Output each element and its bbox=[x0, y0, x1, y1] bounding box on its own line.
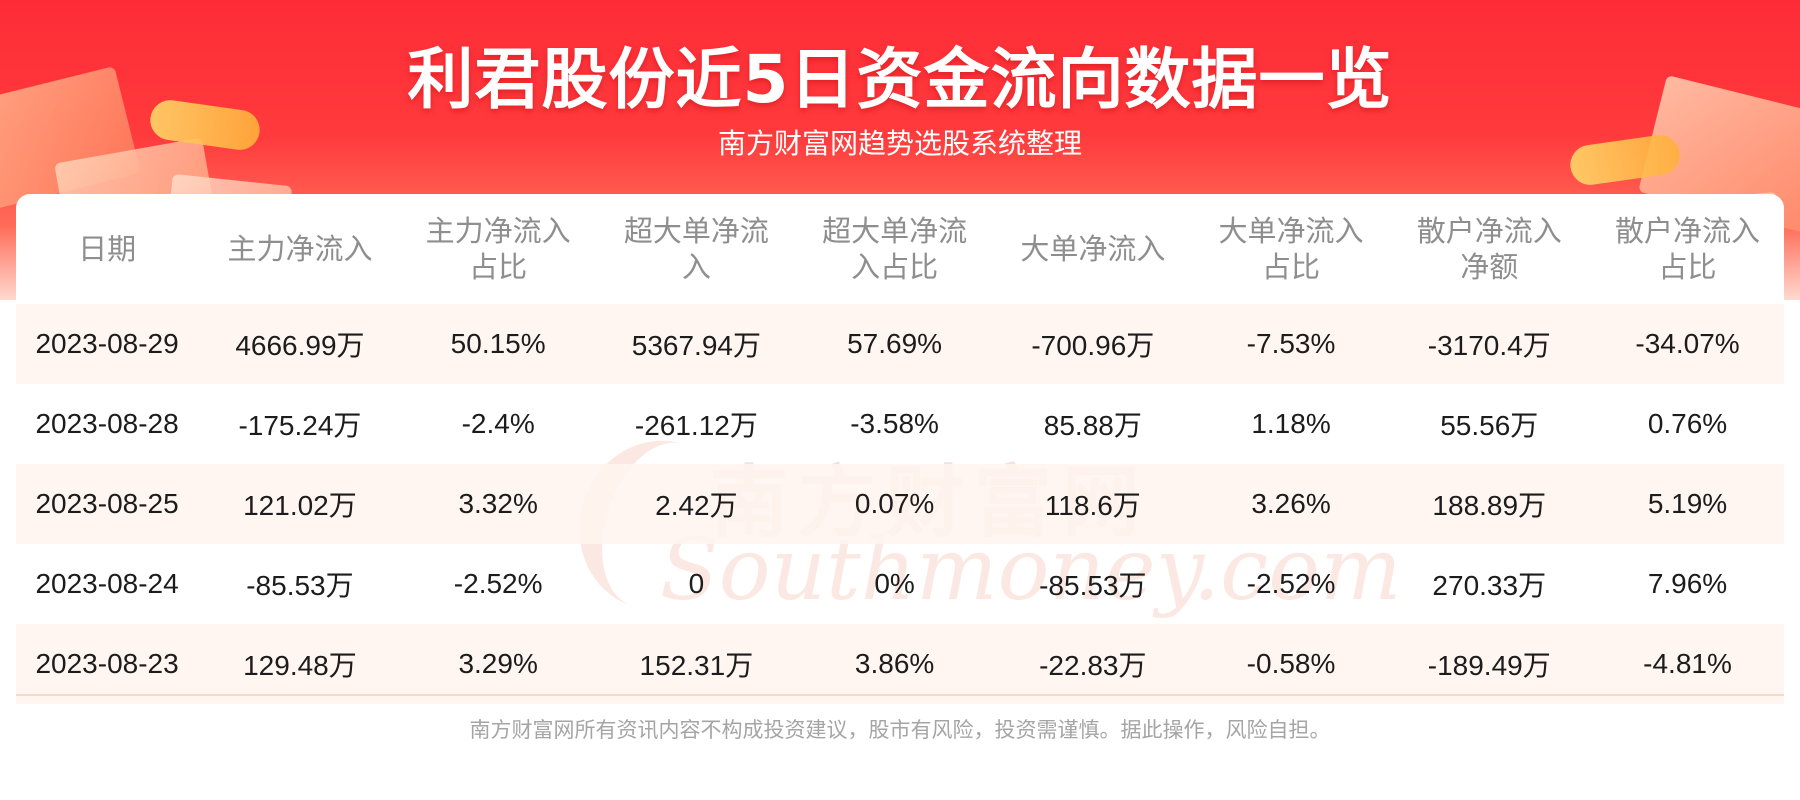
column-header: 主力净流入 bbox=[198, 194, 402, 304]
column-header-line: 主力净流入 bbox=[227, 232, 373, 266]
column-header: 大单净流入 占比 bbox=[1195, 194, 1388, 304]
page-title: 利君股份近5日资金流向数据一览 bbox=[407, 41, 1393, 118]
disclaimer: 南方财富网所有资讯内容不构成投资建议，股市有风险，投资需谨慎。据此操作，风险自担… bbox=[469, 718, 1331, 742]
date-cell: 2023-08-23 bbox=[16, 624, 199, 704]
date-cell: 2023-08-28 bbox=[35, 408, 179, 439]
value-cell: -3170.4万 bbox=[1387, 304, 1592, 384]
value-cell: 3.86% bbox=[798, 624, 992, 704]
value-cell: -2.52% bbox=[1246, 568, 1336, 599]
value-cell: 0 bbox=[688, 568, 705, 599]
date-cell: 2023-08-25 bbox=[16, 464, 199, 544]
value-cell: 270.33万 bbox=[1432, 570, 1547, 601]
table-row: 2023-08-28 -175.24万 -2.4% -261.12万 -3.58% 85.… bbox=[16, 384, 1784, 464]
value-cell: -261.12万 bbox=[634, 410, 758, 441]
value-cell: -189.49万 bbox=[1387, 624, 1592, 704]
column-header-line: 净额 bbox=[1460, 250, 1519, 284]
value-cell: -700.96万 bbox=[991, 304, 1195, 384]
value-cell: 3.26% bbox=[1194, 464, 1388, 544]
value-cell: -85.53万 bbox=[246, 570, 354, 601]
column-header: 超大单净流入 bbox=[595, 194, 799, 304]
value-cell: -22.83万 bbox=[991, 624, 1195, 704]
column-header-line: 占比 bbox=[469, 250, 528, 284]
value-cell: 5.19% bbox=[1591, 464, 1784, 544]
value-cell: -4.81% bbox=[1591, 624, 1784, 704]
column-header-line: 散户净流入 bbox=[1416, 214, 1562, 248]
column-header-line: 超大单净流 bbox=[822, 214, 968, 248]
value-cell: 3.29% bbox=[401, 624, 595, 704]
table-row: 2023-08-25 121.02万 3.32% 2.42万 0.07% 118.6万 3.… bbox=[16, 464, 1784, 544]
value-cell: 3.32% bbox=[401, 464, 595, 544]
column-header-line: 主力净流入 bbox=[425, 214, 571, 248]
table-header-row: 日期 主力净流入 主力净流入 占比 超大单净流入超大单净流 入占比 大单净流入 大单净流入 占比… bbox=[16, 194, 1784, 304]
column-header-line: 占比 bbox=[1658, 250, 1717, 284]
value-cell: -2.52% bbox=[453, 568, 543, 599]
value-cell: 0% bbox=[874, 568, 915, 599]
table-card bbox=[16, 194, 1784, 694]
value-cell: -3.58% bbox=[850, 408, 939, 439]
date-cell: 2023-08-24 bbox=[35, 568, 179, 599]
column-header: 超大单净流 入占比 bbox=[798, 194, 991, 304]
column-header-line: 占比 bbox=[1262, 250, 1321, 284]
value-cell: 57.69% bbox=[798, 304, 992, 384]
column-header-line: 大单净流入 bbox=[1218, 214, 1364, 248]
column-header-line: 散户净流入 bbox=[1615, 214, 1761, 248]
table-row: 2023-08-29 4666.99万 50.15% 5367.94万 57.69% -7… bbox=[16, 304, 1784, 384]
value-cell: 0.76% bbox=[1647, 408, 1728, 439]
column-header: 主力净流入 占比 bbox=[402, 194, 595, 304]
column-header-line: 入占比 bbox=[851, 250, 939, 284]
table-body: 2023-08-29 4666.99万 50.15% 5367.94万 57.69% -7… bbox=[16, 304, 1784, 704]
column-header-line: 超大单净流 bbox=[623, 214, 769, 248]
column-header: 散户净流入 占比 bbox=[1591, 194, 1784, 304]
value-cell: 7.96% bbox=[1647, 568, 1728, 599]
value-cell: 1.18% bbox=[1251, 408, 1331, 439]
value-cell: 50.15% bbox=[401, 304, 595, 384]
column-header: 日期 bbox=[16, 194, 198, 304]
value-cell: -7.53% bbox=[1194, 304, 1388, 384]
fund-flow-table: 日期 主力净流入 主力净流入 占比 超大单净流入超大单净流 入占比 大单净流入 大单净流入 占比… bbox=[16, 194, 1784, 704]
column-header: 大单净流入 bbox=[991, 194, 1195, 304]
value-cell: 4666.99万 bbox=[198, 304, 402, 384]
footer-divider bbox=[16, 694, 1784, 696]
value-cell: 55.56万 bbox=[1440, 410, 1539, 441]
table-row: 2023-08-23 129.48万 3.29% 152.31万 3.86% -22.83… bbox=[16, 624, 1784, 704]
column-header: 散户净流入 净额 bbox=[1387, 194, 1591, 304]
value-cell: -34.07% bbox=[1591, 304, 1784, 384]
value-cell: 129.48万 bbox=[198, 624, 402, 704]
value-cell: 0.07% bbox=[798, 464, 992, 544]
column-header-line: 入 bbox=[681, 250, 711, 284]
value-cell: 5367.94万 bbox=[594, 304, 799, 384]
date-cell: 2023-08-29 bbox=[16, 304, 199, 384]
value-cell: -85.53万 bbox=[1039, 570, 1147, 601]
value-cell: 85.88万 bbox=[1043, 410, 1142, 441]
page-subtitle: 南方财富网趋势选股系统整理 bbox=[717, 127, 1082, 160]
value-cell: 121.02万 bbox=[198, 464, 402, 544]
column-header-line: 大单净流入 bbox=[1020, 232, 1166, 266]
value-cell: 188.89万 bbox=[1387, 464, 1592, 544]
value-cell: -0.58% bbox=[1194, 624, 1388, 704]
value-cell: 152.31万 bbox=[594, 624, 799, 704]
value-cell: -2.4% bbox=[461, 408, 535, 439]
column-header-line: 日期 bbox=[78, 232, 137, 266]
value-cell: 2.42万 bbox=[594, 464, 799, 544]
value-cell: 118.6万 bbox=[991, 464, 1195, 544]
value-cell: -175.24万 bbox=[238, 410, 362, 441]
table-row: 2023-08-24 -85.53万 -2.52% 0 0% -85.53万 -2.52% 2… bbox=[16, 544, 1784, 624]
